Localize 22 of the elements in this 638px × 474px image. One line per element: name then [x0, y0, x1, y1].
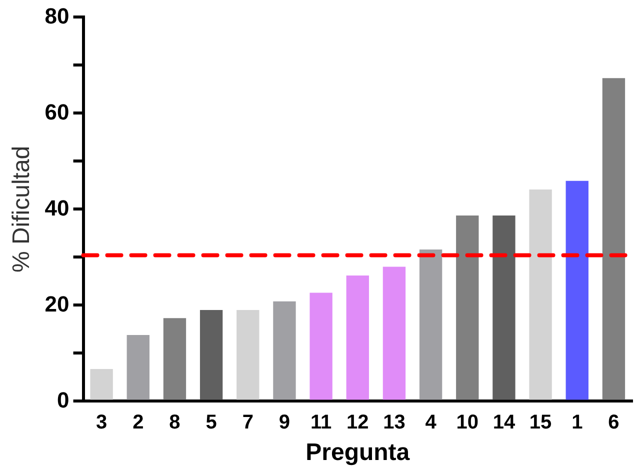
x-tick-label: 2	[132, 412, 144, 434]
x-tick-label: 5	[206, 412, 217, 434]
x-tick-label: 10	[456, 412, 479, 434]
y-tick-label: 40	[44, 195, 70, 220]
x-axis-title: Pregunta	[306, 439, 410, 466]
x-tick-label: 4	[425, 412, 438, 434]
y-tick-label: 80	[44, 3, 70, 28]
y-tick-label: 60	[44, 99, 70, 124]
x-tick-label: 6	[608, 412, 620, 434]
x-tick-label: 14	[492, 412, 516, 434]
x-tick-label: 15	[529, 412, 552, 434]
y-tick-label: 20	[44, 291, 70, 316]
x-tick-label: 12	[346, 412, 369, 434]
x-tick-label: 7	[242, 412, 254, 434]
x-tick-label: 11	[310, 412, 332, 434]
x-tick-label: 9	[278, 412, 290, 434]
x-tick-label: 1	[572, 412, 583, 434]
x-tick-label: 3	[96, 412, 108, 434]
x-tick-label: 8	[169, 412, 180, 434]
y-tick-label: 0	[57, 387, 70, 412]
y-axis-title: % Dificultad	[8, 146, 36, 273]
x-tick-label: 13	[383, 412, 406, 434]
